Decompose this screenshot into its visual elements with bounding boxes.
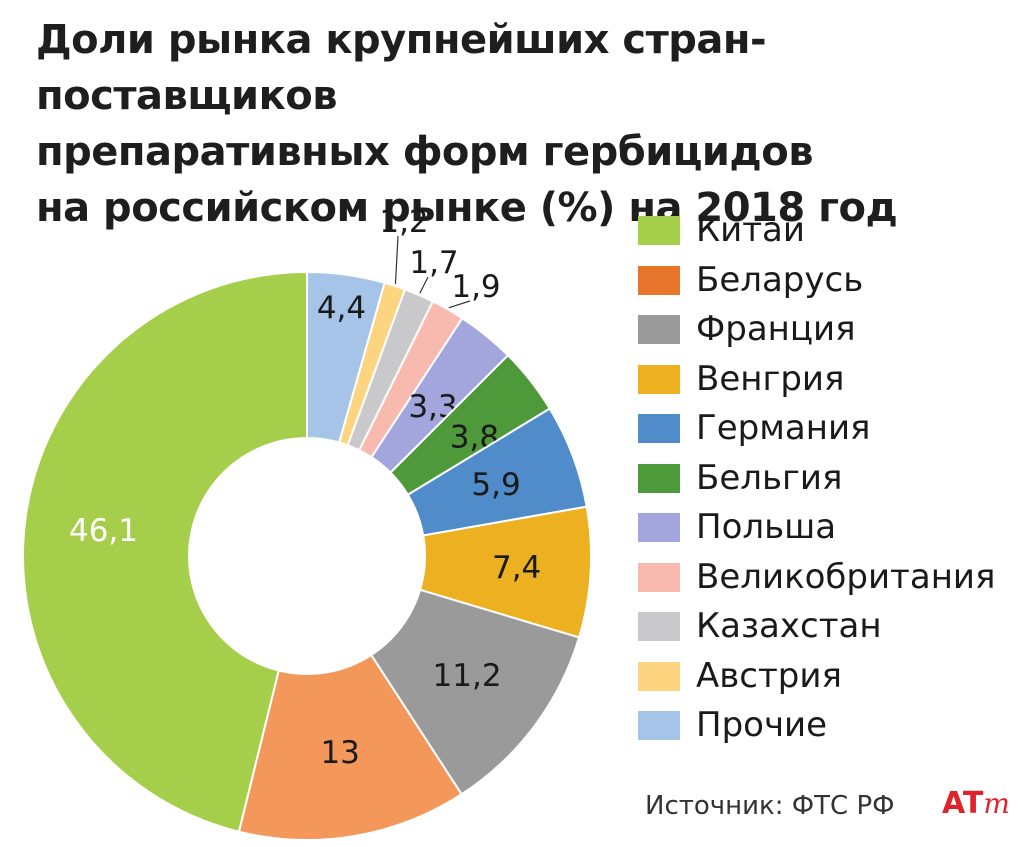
slice-label-10: 46,1 xyxy=(69,513,138,549)
legend-swatch xyxy=(638,364,680,394)
legend-swatch xyxy=(638,562,680,592)
leader-line-3 xyxy=(448,300,471,309)
legend-item: Прочие xyxy=(638,705,1018,745)
legend-label: Бельгия xyxy=(696,457,843,498)
slice-label-8: 11,2 xyxy=(433,658,502,694)
slice-label-2: 1,7 xyxy=(409,245,458,281)
chart-title-line: на российском рынке (%) на 2018 год xyxy=(36,185,898,231)
slice-label-9: 13 xyxy=(320,735,359,771)
legend-label: Венгрия xyxy=(696,358,845,399)
legend-swatch xyxy=(638,661,680,691)
legend-label: Австрия xyxy=(696,655,842,696)
legend-item: Венгрия xyxy=(638,359,1018,399)
publisher-logo-suffix: m xyxy=(983,787,1010,820)
slice-label-3: 1,9 xyxy=(451,269,500,305)
legend-label: Беларусь xyxy=(696,259,864,300)
legend-label: Казахстан xyxy=(696,606,882,646)
legend-label: Польша xyxy=(696,507,837,547)
legend-item: Великобритания xyxy=(638,557,1018,597)
leader-line-2 xyxy=(419,276,429,294)
legend-label: Прочие xyxy=(696,705,828,745)
legend-item: Казахстан xyxy=(638,606,1018,646)
legend-item: Франция xyxy=(638,309,1018,349)
legend-swatch xyxy=(638,265,680,295)
slice-label-0: 4,4 xyxy=(317,290,366,326)
legend-item: Австрия xyxy=(638,656,1018,696)
legend-swatch xyxy=(638,315,680,344)
legend-label: Франция xyxy=(696,309,856,349)
legend-swatch xyxy=(638,414,680,443)
slice-label-7: 7,4 xyxy=(492,550,541,586)
leader-line-1 xyxy=(394,235,399,285)
publisher-logo: ATm xyxy=(942,784,1010,824)
legend-swatch xyxy=(638,612,680,641)
chart-title-line: Доли рынка крупнейших стран-поставщиков xyxy=(36,17,767,119)
slice-label-1: 1,2 xyxy=(379,204,428,240)
legend-item: Германия xyxy=(638,408,1018,448)
legend-item: Польша xyxy=(638,507,1018,547)
legend-item: Бельгия xyxy=(638,458,1018,498)
slice-9 xyxy=(237,653,463,841)
legend-item: Беларусь xyxy=(638,260,1018,300)
legend-label: Германия xyxy=(696,408,871,448)
slice-label-6: 5,9 xyxy=(471,467,520,503)
legend-label: Китай xyxy=(696,210,805,250)
publisher-logo-text: AT xyxy=(942,786,984,821)
legend-swatch xyxy=(638,513,680,542)
legend-label: Великобритания xyxy=(696,556,996,597)
source-note: Источник: ФТС РФ xyxy=(645,791,895,821)
legend-swatch xyxy=(638,711,680,740)
slice-8 xyxy=(369,588,581,796)
chart-title-line: препаративных форм гербицидов xyxy=(36,129,814,175)
legend-swatch xyxy=(638,463,680,493)
legend-swatch xyxy=(638,216,680,245)
legend-item: Китай xyxy=(638,210,1018,250)
chart-title: Доли рынка крупнейших стран-поставщиков … xyxy=(36,12,1024,236)
slice-10 xyxy=(21,270,308,833)
